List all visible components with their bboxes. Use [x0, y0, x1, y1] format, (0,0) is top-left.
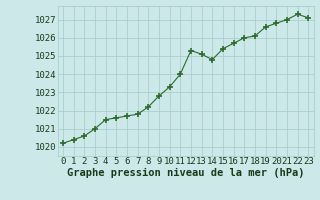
X-axis label: Graphe pression niveau de la mer (hPa): Graphe pression niveau de la mer (hPa) [67, 168, 304, 178]
